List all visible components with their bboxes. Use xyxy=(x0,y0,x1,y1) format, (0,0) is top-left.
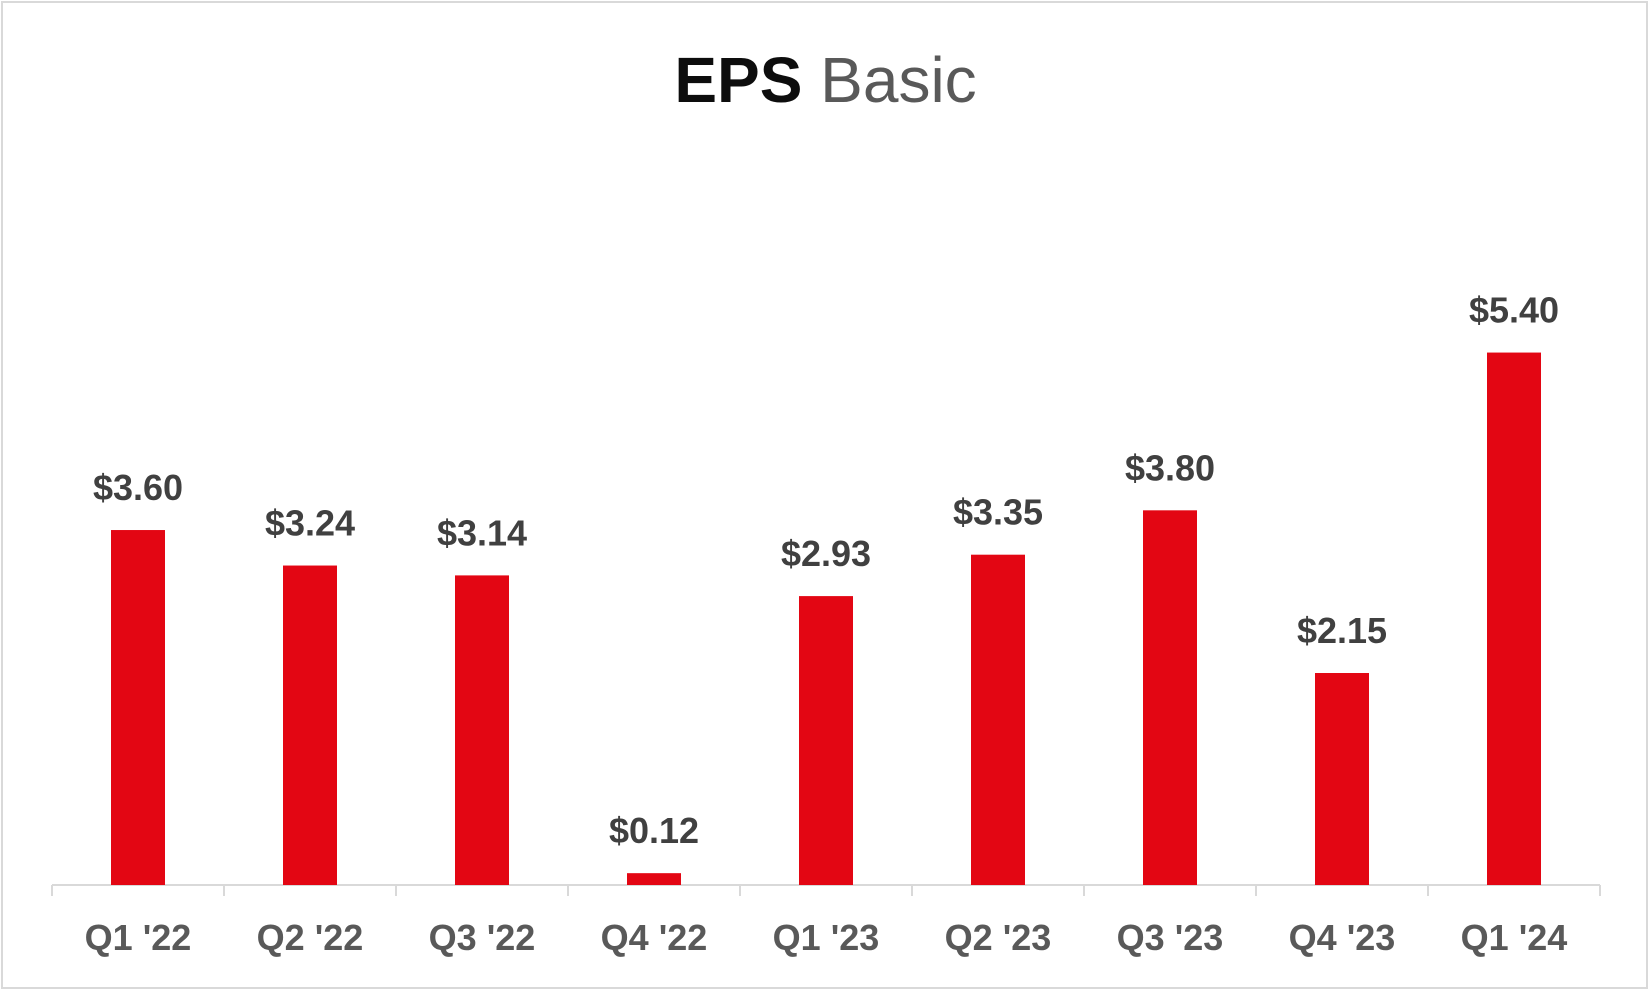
bar xyxy=(1487,352,1541,885)
data-label: $2.15 xyxy=(1297,610,1387,651)
data-label: $3.35 xyxy=(953,492,1043,533)
data-label: $3.60 xyxy=(93,467,183,508)
data-label: $3.80 xyxy=(1125,447,1215,488)
x-tick-label: Q1 '22 xyxy=(85,917,192,958)
x-tick-label: Q3 '23 xyxy=(1117,917,1224,958)
x-tick-label: Q3 '22 xyxy=(429,917,536,958)
x-tick-label: Q2 '22 xyxy=(257,917,364,958)
bar xyxy=(283,565,337,885)
bar xyxy=(111,530,165,885)
chart-title-main: EPS xyxy=(674,44,803,116)
data-label: $5.40 xyxy=(1469,290,1559,331)
bar xyxy=(1315,673,1369,885)
data-label: $3.24 xyxy=(265,503,355,544)
bar xyxy=(627,873,681,885)
x-tick-label: Q4 '22 xyxy=(601,917,708,958)
x-tick-label: Q2 '23 xyxy=(945,917,1052,958)
x-tick-label: Q1 '24 xyxy=(1461,917,1568,958)
bar xyxy=(971,554,1025,885)
bar xyxy=(455,575,509,885)
x-tick-label: Q1 '23 xyxy=(773,917,880,958)
data-label: $3.14 xyxy=(437,512,527,553)
bar xyxy=(799,596,853,885)
chart-title: EPS Basic xyxy=(0,40,1651,120)
chart-title-sub: Basic xyxy=(820,44,977,116)
bar xyxy=(1143,510,1197,885)
data-label: $2.93 xyxy=(781,533,871,574)
data-label: $0.12 xyxy=(609,810,699,851)
x-tick-label: Q4 '23 xyxy=(1289,917,1396,958)
